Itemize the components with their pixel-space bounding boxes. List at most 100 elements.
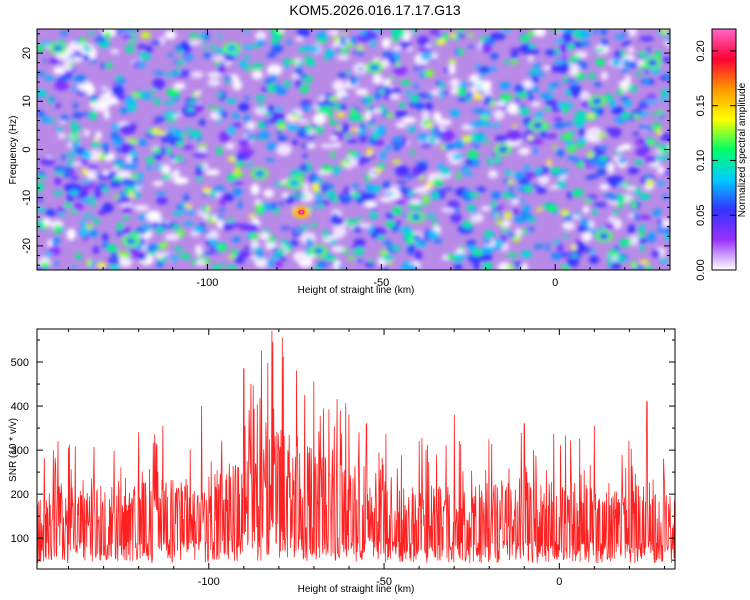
heatmap-cell [528, 95, 535, 102]
heatmap-cell [615, 193, 626, 203]
x-tick-label: 0 [552, 277, 558, 289]
heatmap-cell [495, 101, 507, 107]
heatmap-cell [53, 66, 66, 75]
heatmap-cell [339, 41, 348, 46]
heatmap-cell [43, 225, 48, 230]
heatmap-cell [369, 106, 375, 112]
heatmap-cell [612, 210, 620, 215]
heatmap-cell [73, 134, 80, 144]
heatmap-cell [297, 29, 311, 38]
heatmap-feature [125, 237, 136, 245]
heatmap-cell [113, 195, 121, 199]
heatmap-cell [88, 111, 98, 121]
heatmap-cell [329, 136, 338, 141]
heatmap-cell [88, 30, 94, 36]
heatmap-cell [455, 139, 464, 148]
heatmap-cell [562, 234, 570, 238]
heatmap-cell [116, 222, 124, 231]
heatmap-feature-peak [299, 210, 303, 214]
heatmap-cell [191, 93, 200, 98]
heatmap-cell [385, 112, 393, 119]
heatmap-cell [531, 75, 539, 83]
heatmap-cell [539, 130, 547, 138]
heatmap-cell [365, 106, 371, 112]
y-tick-label: -20 [21, 238, 33, 254]
heatmap-cell [382, 78, 392, 87]
heatmap-cell [37, 44, 45, 52]
heatmap-cell [326, 110, 334, 118]
heatmap-cell [82, 178, 95, 190]
heatmap-cell [579, 41, 591, 47]
heatmap-cell [574, 212, 583, 216]
heatmap-cell [231, 123, 242, 128]
colorbar-ticks: 0.00 0.05 0.10 0.15 0.20 [695, 40, 736, 281]
heatmap-cell [140, 31, 151, 39]
heatmap-cell [617, 182, 625, 187]
heatmap-cell [490, 201, 497, 209]
heatmap-cell [341, 32, 348, 36]
heatmap-cell [369, 258, 374, 263]
heatmap-cell [140, 52, 151, 61]
heatmap-cell [634, 72, 643, 77]
heatmap-cell [566, 60, 573, 65]
heatmap-cell [223, 193, 234, 202]
heatmap-cell [276, 248, 286, 255]
heatmap-cell [553, 117, 564, 122]
heatmap-cell [58, 212, 66, 217]
heatmap-cell [318, 202, 324, 210]
heatmap-cell [37, 183, 46, 189]
heatmap-cell [74, 74, 87, 84]
heatmap-cell [357, 258, 363, 263]
heatmap-cell [413, 84, 420, 89]
heatmap-cell [172, 95, 180, 101]
heatmap-cell [69, 176, 80, 181]
heatmap-cell [167, 127, 174, 131]
heatmap-cell [438, 162, 443, 171]
heatmap-cell [405, 91, 412, 96]
heatmap-cell [360, 98, 370, 103]
x-tick-label: -100 [196, 277, 218, 289]
heatmap-cell [523, 164, 530, 173]
heatmap-cell [638, 51, 646, 57]
heatmap-cell [234, 257, 245, 264]
heatmap-cell [276, 120, 286, 128]
heatmap-cell [520, 262, 529, 270]
heatmap-cell [115, 148, 121, 153]
heatmap-cell [146, 243, 158, 252]
heatmap-cell [152, 181, 164, 186]
heatmap-cell [314, 126, 324, 134]
heatmap-cell [186, 107, 195, 112]
heatmap-cell [620, 49, 626, 58]
heatmap-cell [110, 49, 120, 54]
heatmap-cell [490, 52, 499, 60]
heatmap-cell [566, 88, 571, 98]
heatmap-cell [538, 70, 545, 77]
heatmap-cell [660, 155, 668, 161]
heatmap-cell [419, 70, 427, 78]
heatmap-cell [347, 150, 355, 157]
heatmap-cell [317, 260, 328, 269]
heatmap-cell [408, 264, 419, 270]
heatmap-cell [527, 30, 535, 37]
heatmap-cell [331, 43, 340, 48]
heatmap-cell [108, 264, 118, 270]
heatmap-cell [518, 147, 531, 156]
heatmap-cell [92, 246, 100, 255]
heatmap-cell [656, 226, 667, 233]
heatmap-cell [416, 163, 428, 172]
heatmap-cell [123, 215, 130, 221]
heatmap-cell [109, 180, 122, 188]
heatmap-cell [172, 128, 182, 137]
heatmap-cell [324, 183, 334, 190]
heatmap-cell [157, 131, 167, 136]
heatmap-cell [299, 100, 313, 106]
heatmap-cell [81, 54, 90, 61]
heatmap-cell [605, 157, 612, 162]
heatmap-cell [563, 122, 574, 127]
heatmap-cell [349, 108, 357, 115]
heatmap-cell [462, 172, 474, 176]
heatmap-cell [512, 236, 521, 242]
heatmap-cell [181, 144, 194, 150]
heatmap-cell [192, 152, 208, 158]
heatmap-cell [502, 193, 514, 198]
